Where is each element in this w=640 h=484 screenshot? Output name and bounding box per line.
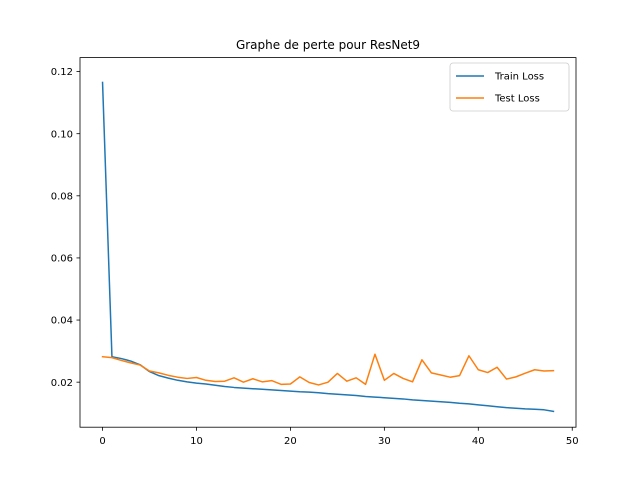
series-line-1 <box>101 353 555 386</box>
y-tick-label: 0.02 <box>51 378 73 389</box>
series-lines <box>101 81 555 413</box>
y-tick-label: 0.12 <box>51 67 73 78</box>
plot-background <box>80 57 576 428</box>
series-line-0 <box>101 81 555 413</box>
x-tick-label: 30 <box>378 436 391 447</box>
x-tick-label: 0 <box>99 436 105 447</box>
axes <box>79 57 577 428</box>
x-tick-label: 10 <box>190 436 203 447</box>
x-axis-ticks: 0 10 20 30 40 50 <box>99 427 579 447</box>
y-tick-label: 0.10 <box>51 129 73 140</box>
y-tick-label: 0.06 <box>51 254 73 265</box>
y-tick-label: 0.04 <box>51 316 73 327</box>
chart-title: Graphe de perte pour ResNet9 <box>236 38 420 52</box>
y-axis-ticks: 0.02 0.04 0.06 0.08 0.10 0.12 <box>51 67 80 389</box>
y-tick-label: 0.08 <box>51 191 73 202</box>
x-tick-label: 50 <box>566 436 579 447</box>
x-tick-label: 20 <box>284 436 297 447</box>
legend-frame <box>449 62 570 112</box>
plot-frame <box>79 57 577 428</box>
legend-label-1: Test Loss <box>494 94 540 105</box>
legend-label-0: Train Loss <box>494 72 544 83</box>
x-tick-label: 40 <box>472 436 485 447</box>
legend: Train Loss Test Loss <box>449 62 570 112</box>
